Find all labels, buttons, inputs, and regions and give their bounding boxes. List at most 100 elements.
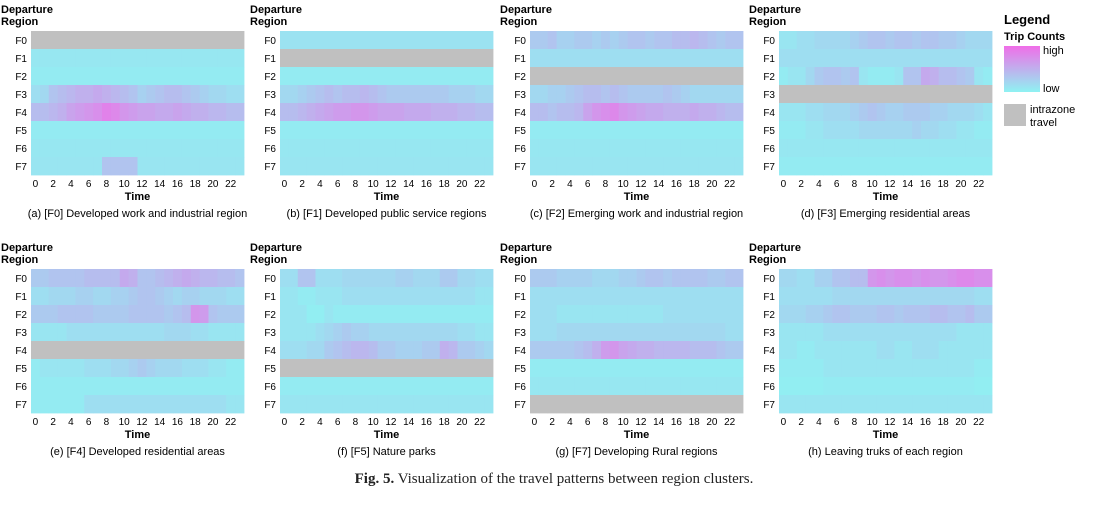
heatmap-cell (707, 305, 717, 324)
heatmap-cell (128, 31, 138, 50)
y-axis-label-line2: Region (250, 16, 288, 28)
heatmap-cell (457, 287, 467, 306)
heatmap-cell (31, 359, 41, 378)
heatmap-cell (796, 139, 807, 158)
heatmap-cell (725, 287, 735, 306)
heatmap-cell (734, 31, 744, 50)
heatmap-cell (57, 305, 67, 324)
heatmap-cell (190, 287, 201, 306)
heatmap-cell (199, 269, 209, 288)
heatmap-cell (422, 269, 432, 288)
heatmap-cell (894, 121, 904, 140)
heatmap-cell (601, 121, 611, 140)
heatmap-cell (654, 323, 664, 342)
heatmap-cell (947, 395, 957, 414)
heatmap-cell (31, 157, 41, 176)
heatmap-cell (57, 139, 67, 158)
heatmap-cell (609, 359, 620, 378)
heatmap-cell (823, 287, 833, 306)
heatmap-cell (413, 31, 423, 50)
heatmap-cell (93, 139, 103, 158)
heatmap-cell (609, 121, 620, 140)
heatmap-cell (530, 305, 540, 324)
heatmap-cell (618, 341, 629, 360)
heatmap-cell (324, 377, 334, 396)
heatmap-cell (288, 103, 299, 122)
heatmap-cell (645, 395, 655, 414)
heatmap-cell (181, 305, 192, 324)
heatmap-cell (164, 305, 174, 324)
heatmap-cell (601, 139, 611, 158)
heatmap-cell (333, 341, 343, 360)
heatmap-cell (609, 157, 620, 176)
heatmap-cell (430, 287, 441, 306)
heatmap-cell (672, 395, 682, 414)
heatmap-cell (48, 157, 59, 176)
heatmap-cell (484, 85, 494, 104)
heatmap-cell (66, 359, 76, 378)
heatmap-cell (912, 49, 922, 68)
heatmap-cell (217, 269, 227, 288)
heatmap-cell (377, 287, 387, 306)
heatmap-cell (885, 359, 895, 378)
heatmap-cell (288, 305, 299, 324)
heatmap-cell (39, 341, 50, 360)
row-label: F4 (514, 108, 526, 119)
heatmap-cell (226, 269, 236, 288)
heatmap-cell (672, 341, 682, 360)
heatmap-cell (663, 269, 673, 288)
heatmap-cell (333, 121, 343, 140)
heatmap-cell (306, 139, 316, 158)
heatmap-cell (779, 85, 789, 104)
heatmap-cell (894, 305, 904, 324)
heatmap-cell (974, 359, 984, 378)
heatmap-cell (57, 359, 67, 378)
heatmap-cell (832, 67, 842, 86)
heatmap-cell (805, 157, 815, 176)
heatmap-cell (654, 395, 664, 414)
heatmap-cell (146, 139, 156, 158)
heatmap-cell (288, 269, 299, 288)
heatmap-cell (217, 377, 227, 396)
heatmap-cell (565, 395, 575, 414)
heatmap-cell (359, 269, 370, 288)
heatmap-cell (938, 341, 949, 360)
heatmap-cell (556, 31, 566, 50)
heatmap-cell (929, 67, 940, 86)
heatmap-cell (466, 305, 476, 324)
heatmap-cell (119, 395, 130, 414)
heatmap-cell (867, 31, 878, 50)
heatmap-cell (698, 305, 708, 324)
heatmap-cell (618, 269, 629, 288)
heatmap-cell (75, 359, 85, 378)
heatmap-cell (592, 323, 602, 342)
heatmap-cell (448, 85, 458, 104)
heatmap-cell (601, 31, 611, 50)
heatmap-cell (716, 85, 726, 104)
heatmap-cell (707, 287, 717, 306)
heatmap-cell (921, 157, 931, 176)
heatmap-cell (947, 305, 957, 324)
heatmap-cell (146, 85, 156, 104)
heatmap-cell (39, 121, 50, 140)
heatmap-cell (618, 377, 629, 396)
heatmap-cell (359, 323, 370, 342)
heatmap-cell (574, 323, 584, 342)
heatmap-cell (823, 49, 833, 68)
heatmap-cell (547, 85, 558, 104)
heatmap-cell (395, 157, 405, 176)
heatmap-cell (894, 103, 904, 122)
heatmap-cell (823, 323, 833, 342)
heatmap-cell (439, 121, 450, 140)
heatmap-cell (110, 359, 121, 378)
heatmap-cell (190, 85, 201, 104)
heatmap-cell (858, 49, 869, 68)
heatmap-cell (601, 85, 611, 104)
heatmap-cell (235, 67, 245, 86)
heatmap-cell (654, 305, 664, 324)
heatmap-cell (947, 269, 957, 288)
heatmap-cell (306, 377, 316, 396)
heatmap-cell (734, 103, 744, 122)
heatmap-cell (618, 139, 629, 158)
heatmap-cell (938, 121, 949, 140)
